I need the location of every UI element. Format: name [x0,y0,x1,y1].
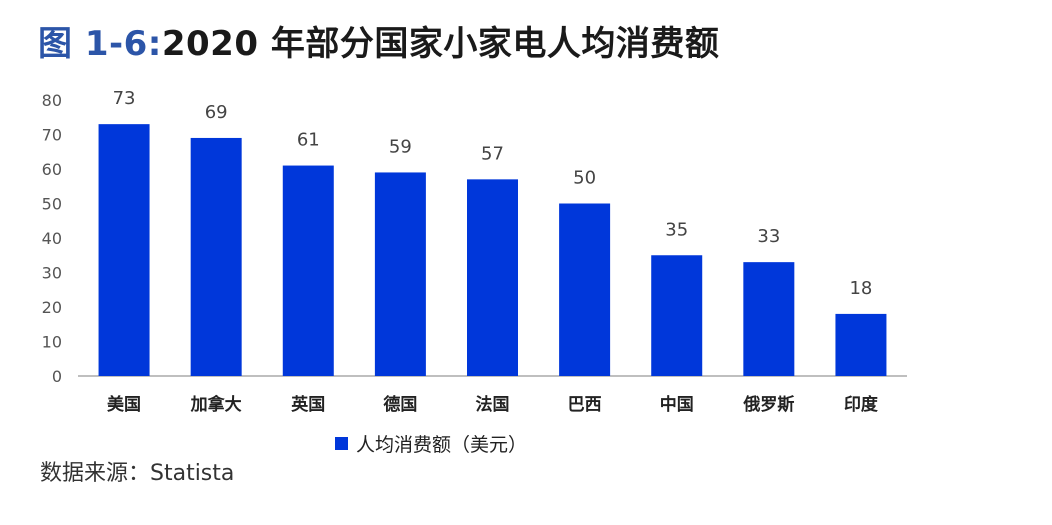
y-tick-label: 60 [42,160,62,179]
bar [651,255,703,376]
y-tick-label: 80 [42,91,62,110]
x-tick-label: 美国 [107,394,141,415]
x-tick-label: 法国 [476,394,510,415]
y-tick-label: 0 [52,367,62,386]
legend-swatch [335,437,348,450]
bar [282,165,334,376]
data-label: 73 [113,88,136,109]
data-label: 61 [297,130,320,151]
data-label: 33 [757,226,780,247]
x-tick-label: 中国 [660,394,694,415]
figure-number: 图 1-6: [38,24,162,64]
y-tick-label: 30 [42,264,62,283]
bar [835,313,887,376]
x-tick-label: 德国 [383,394,417,415]
title-text: 2020 年部分国家小家电人均消费额 [161,24,720,64]
data-label: 57 [481,143,504,164]
data-label: 35 [665,219,688,240]
x-tick-label: 加拿大 [190,394,242,415]
x-tick-label: 巴西 [568,395,602,415]
data-label: 18 [849,278,872,299]
y-tick-label: 70 [42,126,62,145]
data-label: 69 [205,102,228,123]
y-tick-label: 40 [42,229,62,248]
legend-label: 人均消费额（美元） [356,434,528,456]
data-source: 数据来源：Statista [40,461,235,486]
bar [190,137,242,376]
bar [559,203,611,376]
bar [374,172,426,376]
x-tick-label: 印度 [844,394,879,415]
data-label: 59 [389,136,412,157]
data-label: 50 [573,168,596,189]
chart-title: 图 1-6:2020 年部分国家小家电人均消费额 [38,16,719,65]
y-tick-label: 20 [42,298,62,317]
bar [743,262,795,376]
x-tick-label: 英国 [291,394,325,415]
x-tick-label: 俄罗斯 [742,394,794,415]
y-tick-label: 10 [42,333,62,352]
bar [98,124,150,377]
bar [467,179,518,376]
legend: 人均消费额（美元） [335,430,527,457]
y-tick-label: 50 [42,195,62,214]
